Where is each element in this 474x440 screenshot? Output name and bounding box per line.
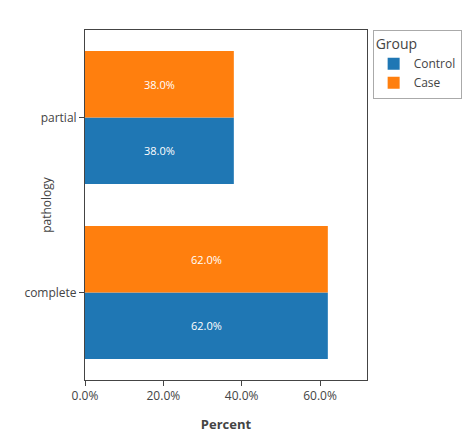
svg-text:38.0%: 38.0% [144,143,175,158]
svg-text:0.0%: 0.0% [72,387,99,404]
svg-text:60.0%: 60.0% [303,387,337,404]
svg-text:partial: partial [41,109,77,126]
svg-text:Case: Case [414,74,441,91]
svg-text:complete: complete [24,284,76,301]
svg-text:38.0%: 38.0% [144,77,175,92]
svg-text:62.0%: 62.0% [191,252,222,267]
svg-text:20.0%: 20.0% [147,387,181,404]
svg-text:40.0%: 40.0% [225,387,259,404]
svg-text:Control: Control [414,55,456,72]
svg-text:62.0%: 62.0% [191,318,222,333]
svg-text:pathology: pathology [38,176,55,233]
svg-text:Group: Group [376,34,417,53]
svg-text:Percent: Percent [201,415,252,433]
